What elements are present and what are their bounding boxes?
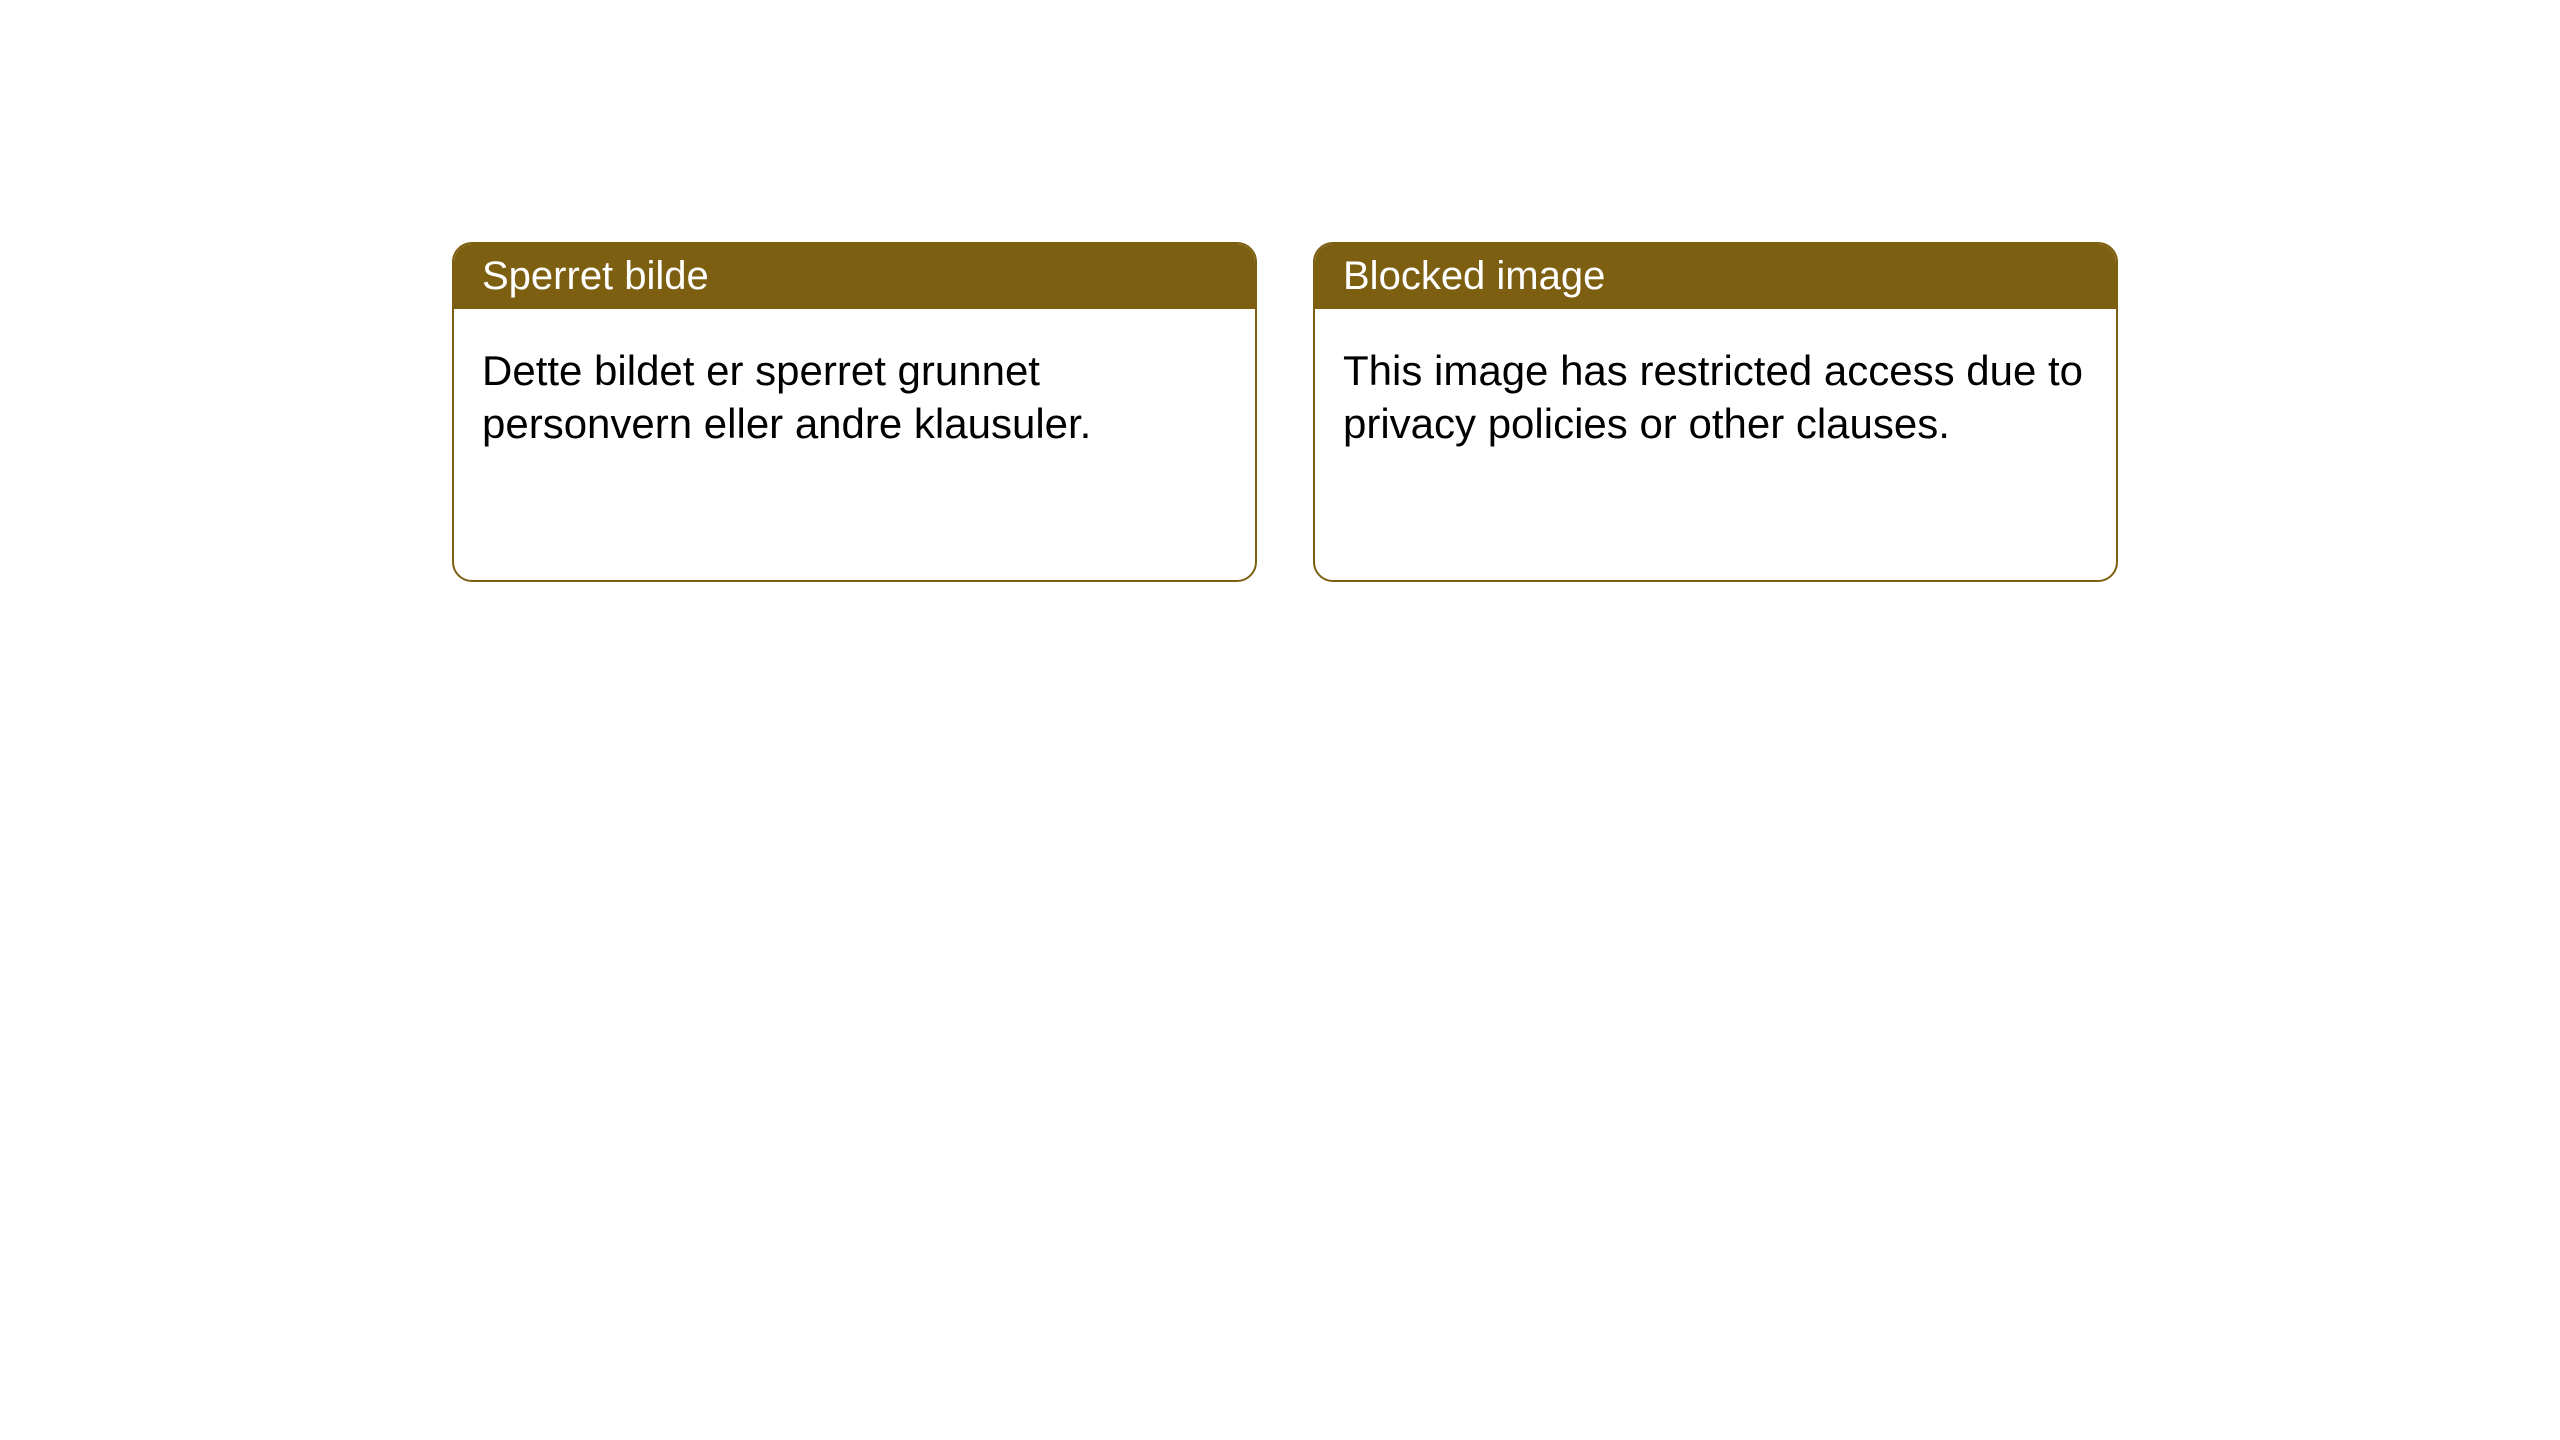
card-title: Blocked image — [1343, 254, 1605, 298]
card-title: Sperret bilde — [482, 254, 709, 298]
card-body-text: Dette bildet er sperret grunnet personve… — [482, 347, 1091, 447]
card-body-text: This image has restricted access due to … — [1343, 347, 2083, 447]
blocked-image-card-norwegian: Sperret bilde Dette bildet er sperret gr… — [452, 242, 1257, 582]
card-body: Dette bildet er sperret grunnet personve… — [454, 309, 1255, 486]
card-header: Blocked image — [1315, 244, 2116, 309]
cards-container: Sperret bilde Dette bildet er sperret gr… — [452, 242, 2118, 582]
card-body: This image has restricted access due to … — [1315, 309, 2116, 486]
card-header: Sperret bilde — [454, 244, 1255, 309]
blocked-image-card-english: Blocked image This image has restricted … — [1313, 242, 2118, 582]
